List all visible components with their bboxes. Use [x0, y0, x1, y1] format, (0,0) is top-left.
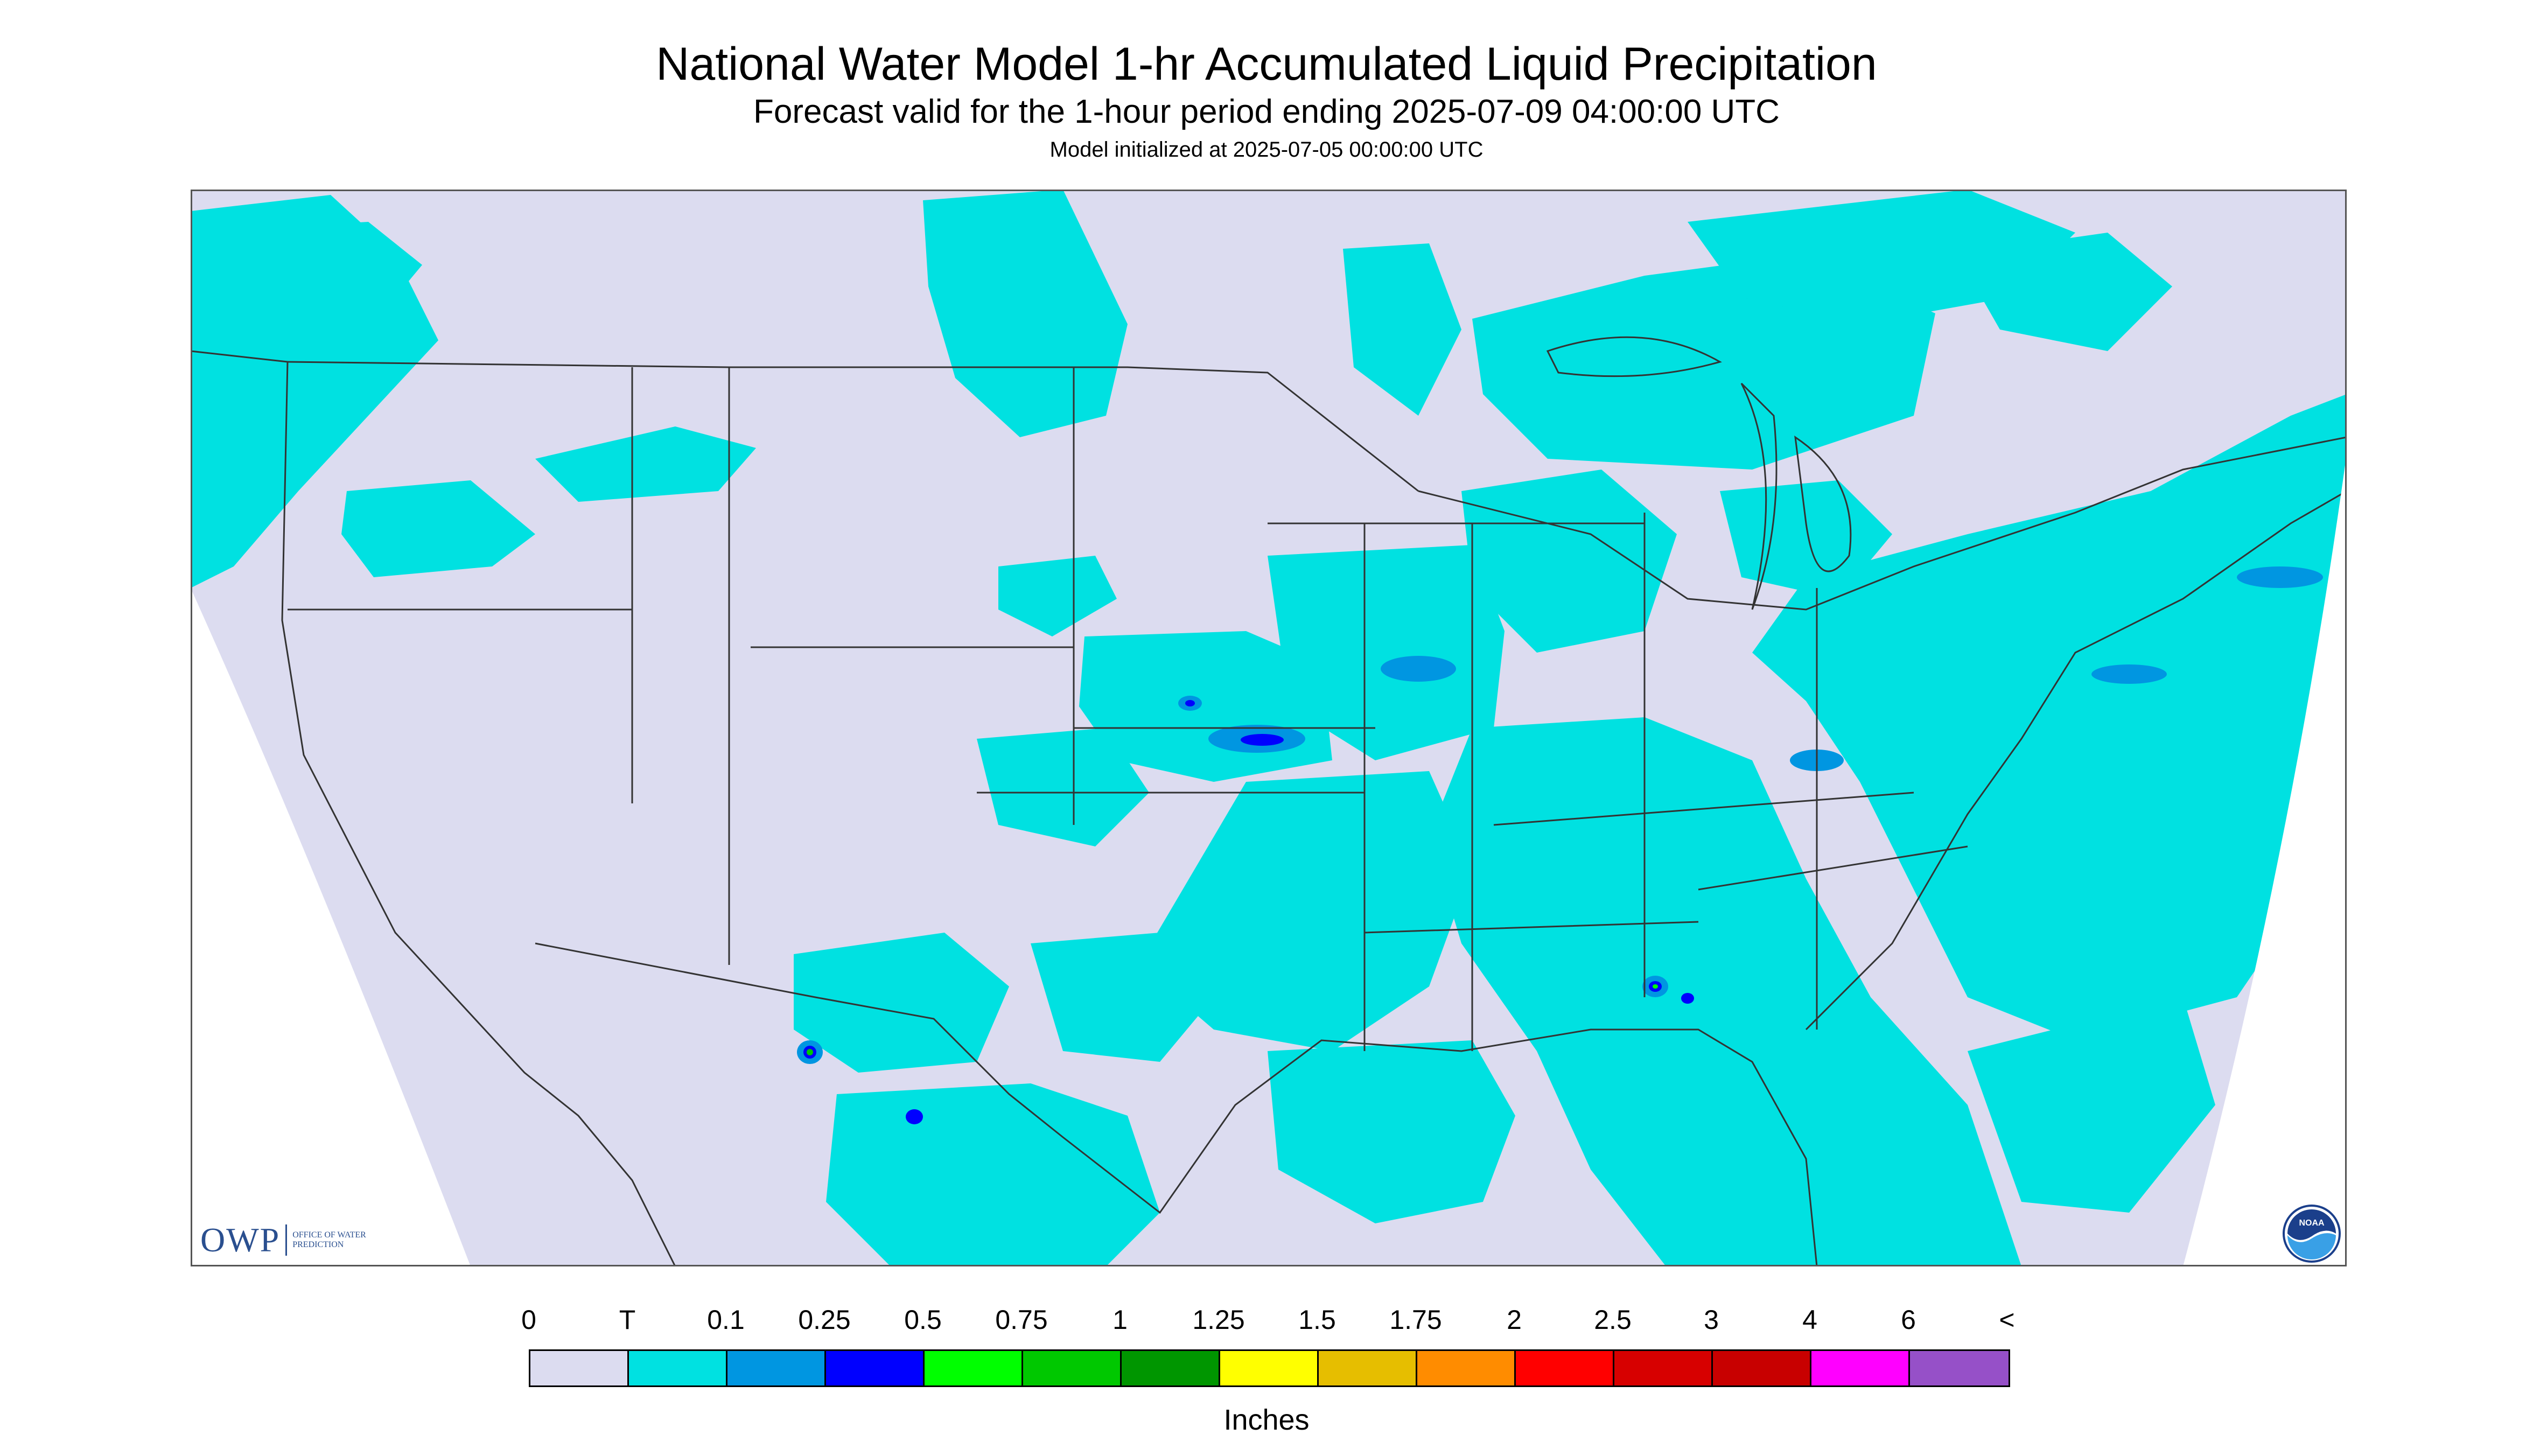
legend-tick-label: 1.5: [1298, 1305, 1336, 1335]
legend-tick-label: 0.1: [707, 1305, 745, 1335]
legend-units: Inches: [1223, 1404, 1310, 1436]
legend-tick-label: 6: [1901, 1305, 1916, 1335]
legend-swatch: [1614, 1351, 1713, 1385]
legend-swatch: [1713, 1351, 1811, 1385]
precip-heavier-areas: [797, 566, 2323, 1124]
legend-tick-label: 0.75: [995, 1305, 1048, 1335]
boundary-lines: [191, 336, 2347, 1266]
legend-tick-label: <: [1999, 1305, 2015, 1335]
precip-trace-areas: [191, 190, 2347, 1266]
legend-swatch: [1319, 1351, 1417, 1385]
legend-tick-label: 1: [1112, 1305, 1128, 1335]
legend-swatch: [1023, 1351, 1122, 1385]
legend-tick-label: 4: [1802, 1305, 1817, 1335]
owp-logo: OWP Office of Water Prediction: [200, 1220, 379, 1260]
legend-swatch: [1910, 1351, 2009, 1385]
legend-swatch: [826, 1351, 925, 1385]
legend-tick-label: 0: [521, 1305, 536, 1335]
legend-tick-label: T: [619, 1305, 636, 1335]
legend-tick-label: 0.5: [904, 1305, 942, 1335]
precipitation-map: [191, 190, 2347, 1266]
legend-swatch: [1122, 1351, 1220, 1385]
owp-logo-text: Office of Water Prediction: [292, 1230, 366, 1249]
legend-swatch: [925, 1351, 1023, 1385]
forecast-valid-subtitle: Forecast valid for the 1-hour period end…: [753, 93, 1780, 130]
map-title: National Water Model 1-hr Accumulated Li…: [656, 38, 1877, 90]
legend-swatch: [1516, 1351, 1614, 1385]
legend-tick-labels: 0 T 0.1 0.25 0.5 0.75 1 1.25 1.5 1.75 2 2.5 3 4 6 <: [0, 1304, 2533, 1342]
legend-tick-label: 2: [1507, 1305, 1522, 1335]
legend-tick-label: 1.25: [1192, 1305, 1245, 1335]
legend-swatch: [1220, 1351, 1319, 1385]
legend-swatch: [530, 1351, 629, 1385]
legend-tick-label: 0.25: [798, 1305, 851, 1335]
legend-tick-label: 3: [1704, 1305, 1719, 1335]
noaa-logo-icon: NOAA: [2283, 1205, 2341, 1263]
legend-swatch: [1811, 1351, 1910, 1385]
legend-swatch: [629, 1351, 727, 1385]
legend-tick-label: 1.75: [1389, 1305, 1442, 1335]
owp-logo-mark: OWP: [200, 1221, 281, 1259]
legend-tick-label: 2.5: [1594, 1305, 1632, 1335]
legend-swatch: [1417, 1351, 1516, 1385]
svg-text:NOAA: NOAA: [2299, 1219, 2325, 1228]
legend-colorbar: [529, 1349, 2010, 1387]
legend-swatch: [727, 1351, 826, 1385]
model-init-caption: Model initialized at 2025-07-05 00:00:00…: [1049, 138, 1484, 162]
